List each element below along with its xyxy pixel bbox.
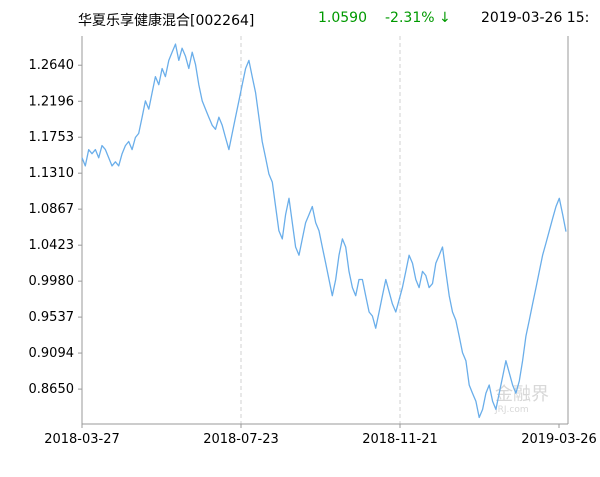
chart-header: 华夏乐享健康混合[002264] 1.0590 -2.31% ↓ 2019-03…	[0, 8, 600, 32]
datetime: 2019-03-26 15:	[481, 10, 590, 26]
y-tick-label: 0.9537	[29, 310, 75, 325]
series-line-0	[81, 43, 567, 419]
nav-value: 1.0590	[318, 10, 367, 26]
x-tick-label: 2018-11-21	[362, 432, 438, 447]
x-tick-label: 2019-03-26	[521, 432, 597, 447]
y-tick-label: 1.0867	[29, 202, 75, 217]
jrj-watermark: 金融界 JRJ.com	[494, 384, 549, 415]
x-tick-label: 2018-07-23	[203, 432, 279, 447]
series-layer	[81, 43, 567, 419]
x-axis-ticks: 2018-03-27 2018-07-23 2018-11-21 2019-03-26	[44, 424, 597, 447]
y-tick-label: 0.9094	[29, 346, 75, 361]
grid-lines	[240, 36, 401, 424]
y-tick-label: 0.9980	[29, 274, 75, 289]
fund-title: 华夏乐享健康混合[002264]	[78, 13, 255, 29]
y-tick-label: 1.1753	[29, 130, 75, 145]
axes	[81, 36, 569, 425]
watermark-en: JRJ.com	[494, 405, 529, 415]
watermark-cn: 金融界	[495, 384, 549, 405]
x-tick-label: 2018-03-27	[44, 432, 120, 447]
y-tick-label: 1.2640	[29, 58, 75, 73]
change-percent: -2.31% ↓	[385, 10, 451, 26]
y-tick-label: 1.1310	[29, 166, 75, 181]
y-tick-label: 1.2196	[29, 94, 75, 109]
y-tick-label: 0.8650	[29, 382, 75, 397]
y-axis-ticks: 1.2640 1.2196 1.1753 1.1310 1.0867 1.0423 0.99…	[29, 58, 82, 397]
y-tick-label: 1.0423	[29, 238, 75, 253]
